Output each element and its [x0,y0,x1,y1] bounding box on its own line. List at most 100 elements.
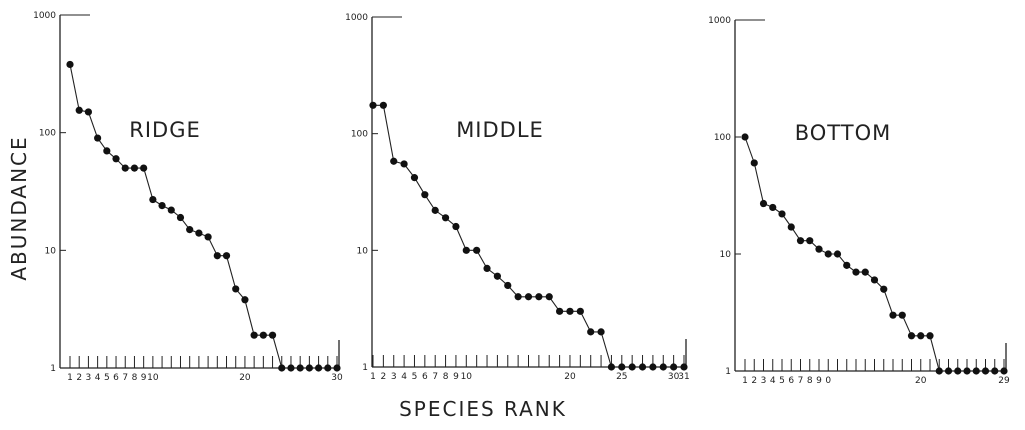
data-point [815,245,823,253]
data-point [473,246,481,254]
data-point [944,367,953,375]
data-point [400,160,408,168]
data-point [954,367,962,375]
x-tick-label: 6 [788,376,794,386]
data-point [333,364,341,372]
data-point [421,191,429,199]
data-point [759,199,768,208]
y-tick-label: 10 [720,250,732,260]
data-point [75,106,83,114]
x-axis-title: SPECIES RANK [399,397,567,421]
x-tick-label: 3 [761,376,767,386]
x-tick-label: 6 [422,372,428,382]
data-point [195,229,203,237]
data-point [870,276,879,284]
x-tick-label: 2 [380,372,386,382]
y-tick-label: 100 [39,129,56,139]
x-tick-label: 30 [668,372,680,382]
x-tick-label: 5 [412,372,418,382]
x-tick-label: 7 [122,373,128,383]
data-point [576,307,584,315]
data-point [659,363,667,371]
x-tick-label: 4 [770,376,776,386]
x-tick-label: 20 [564,372,576,382]
x-tick-label: 20 [239,373,251,383]
data-point [140,164,148,172]
data-point [680,363,688,371]
x-tick-label: 20 [915,376,927,386]
panel-title: RIDGE [129,118,201,142]
data-point [545,293,553,301]
data-point [213,252,221,260]
data-point [806,237,814,245]
x-tick-label: 2 [76,373,82,383]
x-tick-label: 4 [401,372,407,382]
data-point [566,307,574,315]
data-point [880,285,888,293]
data-point [410,174,419,182]
data-point [268,331,277,339]
data-point [587,328,595,336]
x-tick-label: 9 [453,372,459,382]
x-tick-label: 3 [391,372,397,382]
x-tick-label: 9 [141,373,147,383]
data-point [222,252,231,260]
data-point [94,134,102,142]
data-point [981,367,990,375]
data-point [390,157,398,165]
x-tick-label: 5 [779,376,785,386]
x-tick-label: 6 [113,373,119,383]
data-point [232,285,240,293]
y-tick-label: 1000 [345,13,368,23]
data-point [926,332,934,340]
data-point [833,250,842,258]
data-point [462,246,470,254]
y-tick-label: 1 [362,363,368,373]
data-point [843,261,851,269]
x-tick-label: 5 [104,373,110,383]
data-point [535,293,543,301]
data-point [314,364,323,372]
data-point [972,367,980,375]
data-point [898,311,906,319]
data-point [149,195,157,204]
data-point [670,363,678,371]
y-tick-label: 1000 [33,11,56,21]
y-tick-label: 100 [714,133,731,143]
x-tick-label: 1 [370,372,376,382]
y-tick-label: 1000 [708,16,731,26]
x-tick-label: 30 [331,373,343,383]
data-point [158,201,166,210]
data-point [324,364,332,372]
x-tick-label: 8 [443,372,449,382]
x-tick-label: 9 [816,376,822,386]
x-tick-label: 1 [67,373,73,383]
data-point [504,281,512,290]
data-point [369,101,377,109]
y-tick-label: 1 [725,367,731,377]
y-tick-label: 10 [357,246,369,256]
data-point [750,159,758,167]
data-point [861,268,869,276]
series-line [373,104,684,368]
data-point [483,264,491,273]
data-point [824,250,832,258]
x-tick-label: 7 [432,372,438,382]
data-point [130,164,139,172]
x-tick-label: 2 [751,376,757,386]
data-point [935,367,943,375]
x-tick-label: 3 [86,373,92,383]
data-point [66,60,74,69]
data-point [452,222,460,231]
data-point [917,332,925,340]
data-point [493,272,501,280]
data-point [607,363,616,371]
x-tick-label: 7 [798,376,804,386]
data-point [167,206,175,214]
data-point [1000,367,1008,375]
data-point [204,233,212,241]
data-point [556,307,564,315]
x-tick-label: 1 [742,376,748,386]
